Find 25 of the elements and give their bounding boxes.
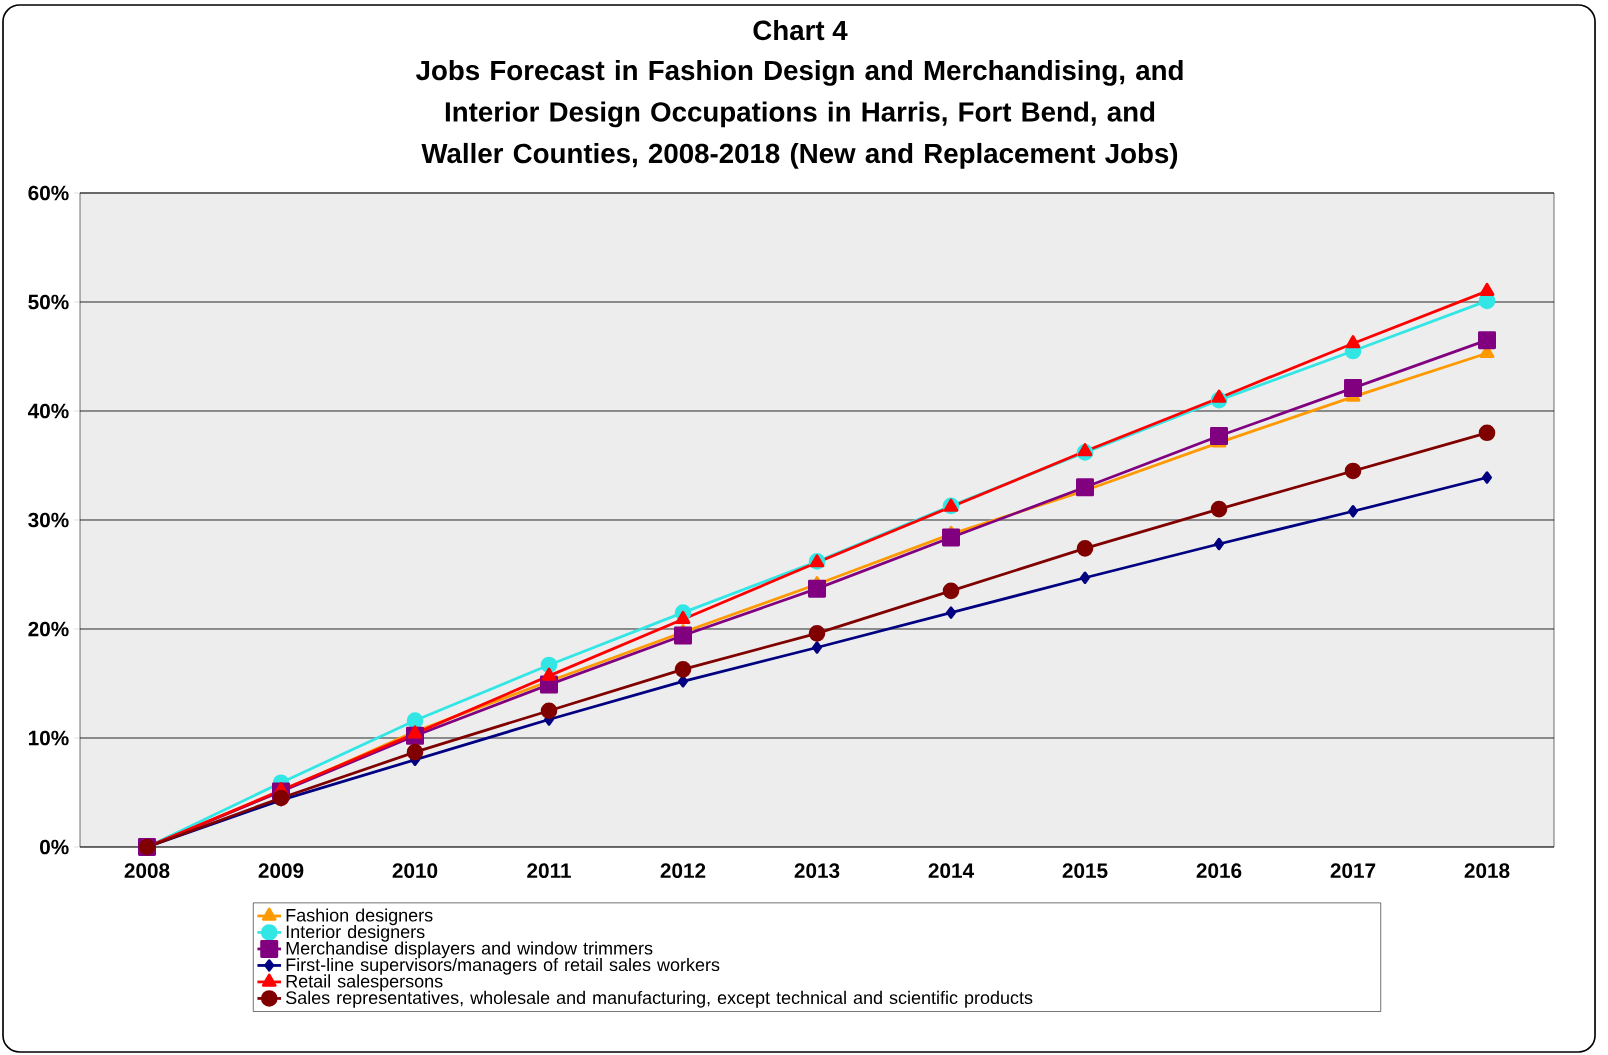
x-tick-label: 2008	[124, 863, 170, 879]
y-tick-label: 50%	[28, 294, 69, 310]
y-tick-label: 20%	[28, 621, 69, 637]
legend-label: Sales representatives, wholesale and manufacturing, except technical and scientific products	[286, 990, 1033, 1008]
x-tick-label: 2015	[1062, 863, 1108, 879]
y-tick-label: 60%	[28, 185, 69, 201]
x-tick-label: 2018	[1464, 863, 1510, 879]
x-tick-label: 2017	[1330, 863, 1376, 879]
y-tick-label: 10%	[28, 730, 69, 746]
y-tick-label: 40%	[27, 403, 69, 419]
x-tick-label: 2010	[392, 863, 438, 879]
y-tick-label: 0%	[40, 839, 69, 855]
x-tick-label: 2009	[258, 863, 304, 879]
x-tick-label: 2016	[1196, 863, 1242, 879]
legend-label: Fashion designers	[286, 908, 433, 926]
legend-label: First-line supervisors/managers of retail sales workers	[286, 957, 720, 975]
chart-subtitle: Jobs Forecast in Fashion Design and Merchandising, and Interior Design Occupations in Harris, Fort Bend, and Waller Counties, 2008-2018 (New and Replacement Jobs)	[416, 59, 1183, 169]
x-tick-label: 2013	[794, 863, 840, 879]
x-tick-label: 2011	[527, 863, 571, 879]
legend-label: Interior designers	[286, 924, 425, 942]
x-tick-label: 2014	[928, 863, 974, 879]
y-tick-label: 30%	[28, 512, 69, 528]
legend-label: Merchandise displayers and window trimmers	[286, 941, 653, 959]
x-tick-label: 2012	[660, 863, 706, 879]
chart-title: Chart 4	[753, 19, 848, 41]
